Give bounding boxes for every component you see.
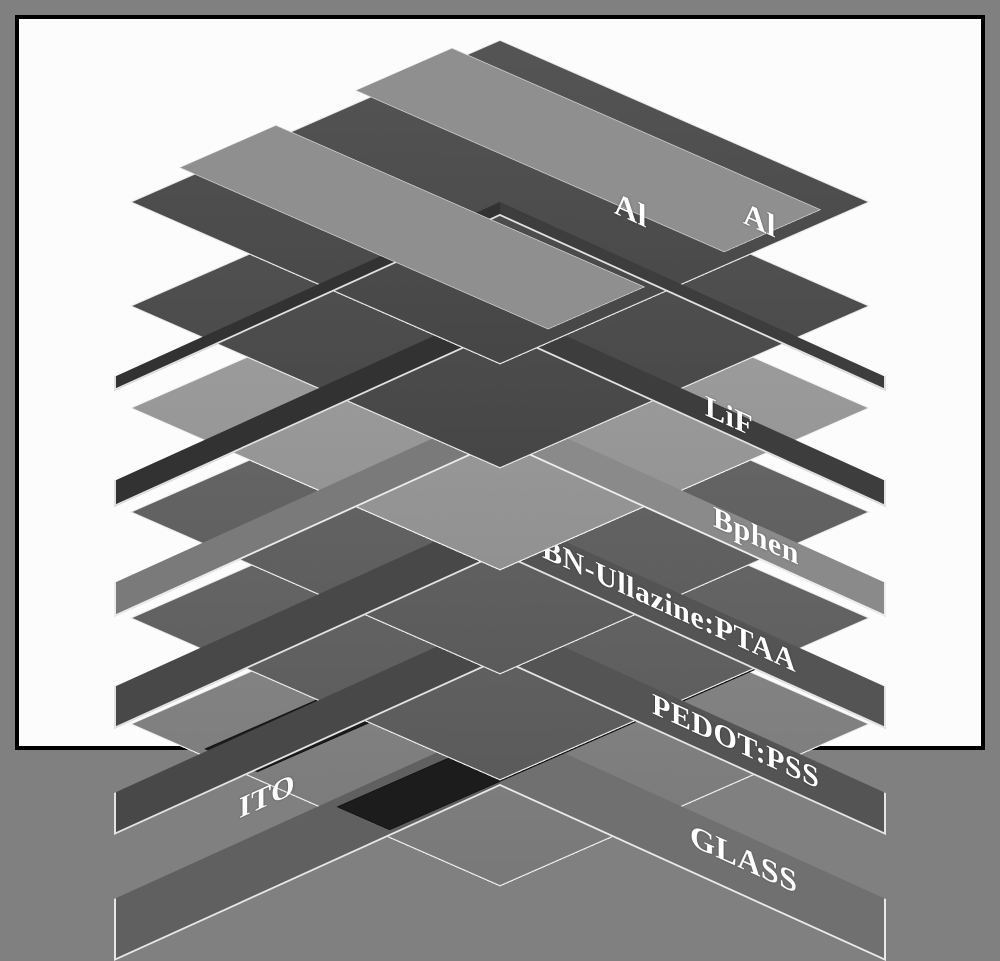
label-Bphen: Bphen <box>713 500 799 573</box>
layer-PEDOT:PSS: PEDOT:PSS <box>120 518 880 718</box>
Al-electrodes-strips <box>132 27 867 349</box>
Glass-ITO-strips <box>132 554 867 876</box>
label-ITO: ITO <box>239 767 295 826</box>
label-ITO: ITO <box>360 666 416 725</box>
label-PEDOT-PSS: PEDOT:PSS <box>652 687 819 797</box>
layer-Glass-ITO: ITOITOGLASS <box>120 624 880 824</box>
slab <box>120 206 880 406</box>
slab <box>120 308 880 508</box>
layer-stack-scene: ITOITOGLASSPEDOT:PSSBN-Ullazine:PTAABphe… <box>70 66 930 786</box>
diagram-frame: ITOITOGLASSPEDOT:PSSBN-Ullazine:PTAABphe… <box>15 15 985 750</box>
label-GLASS: GLASS <box>690 816 797 902</box>
label-BN-Ullazine-PTAA: BN-Ullazine:PTAA <box>542 531 796 680</box>
slab <box>120 518 880 718</box>
layer-LiF: LiF <box>120 206 880 406</box>
label-Al: Al <box>614 184 647 236</box>
slab <box>120 624 880 824</box>
slab <box>120 102 880 302</box>
slab <box>120 412 880 612</box>
layer-Al-electrodes: Al Al <box>120 102 880 302</box>
label-Al: Al <box>743 194 776 246</box>
layer-BN-Ullazine:PTAA: BN-Ullazine:PTAA <box>120 412 880 612</box>
label-LiF: LiF <box>705 389 753 445</box>
layer-Bphen: Bphen <box>120 308 880 508</box>
